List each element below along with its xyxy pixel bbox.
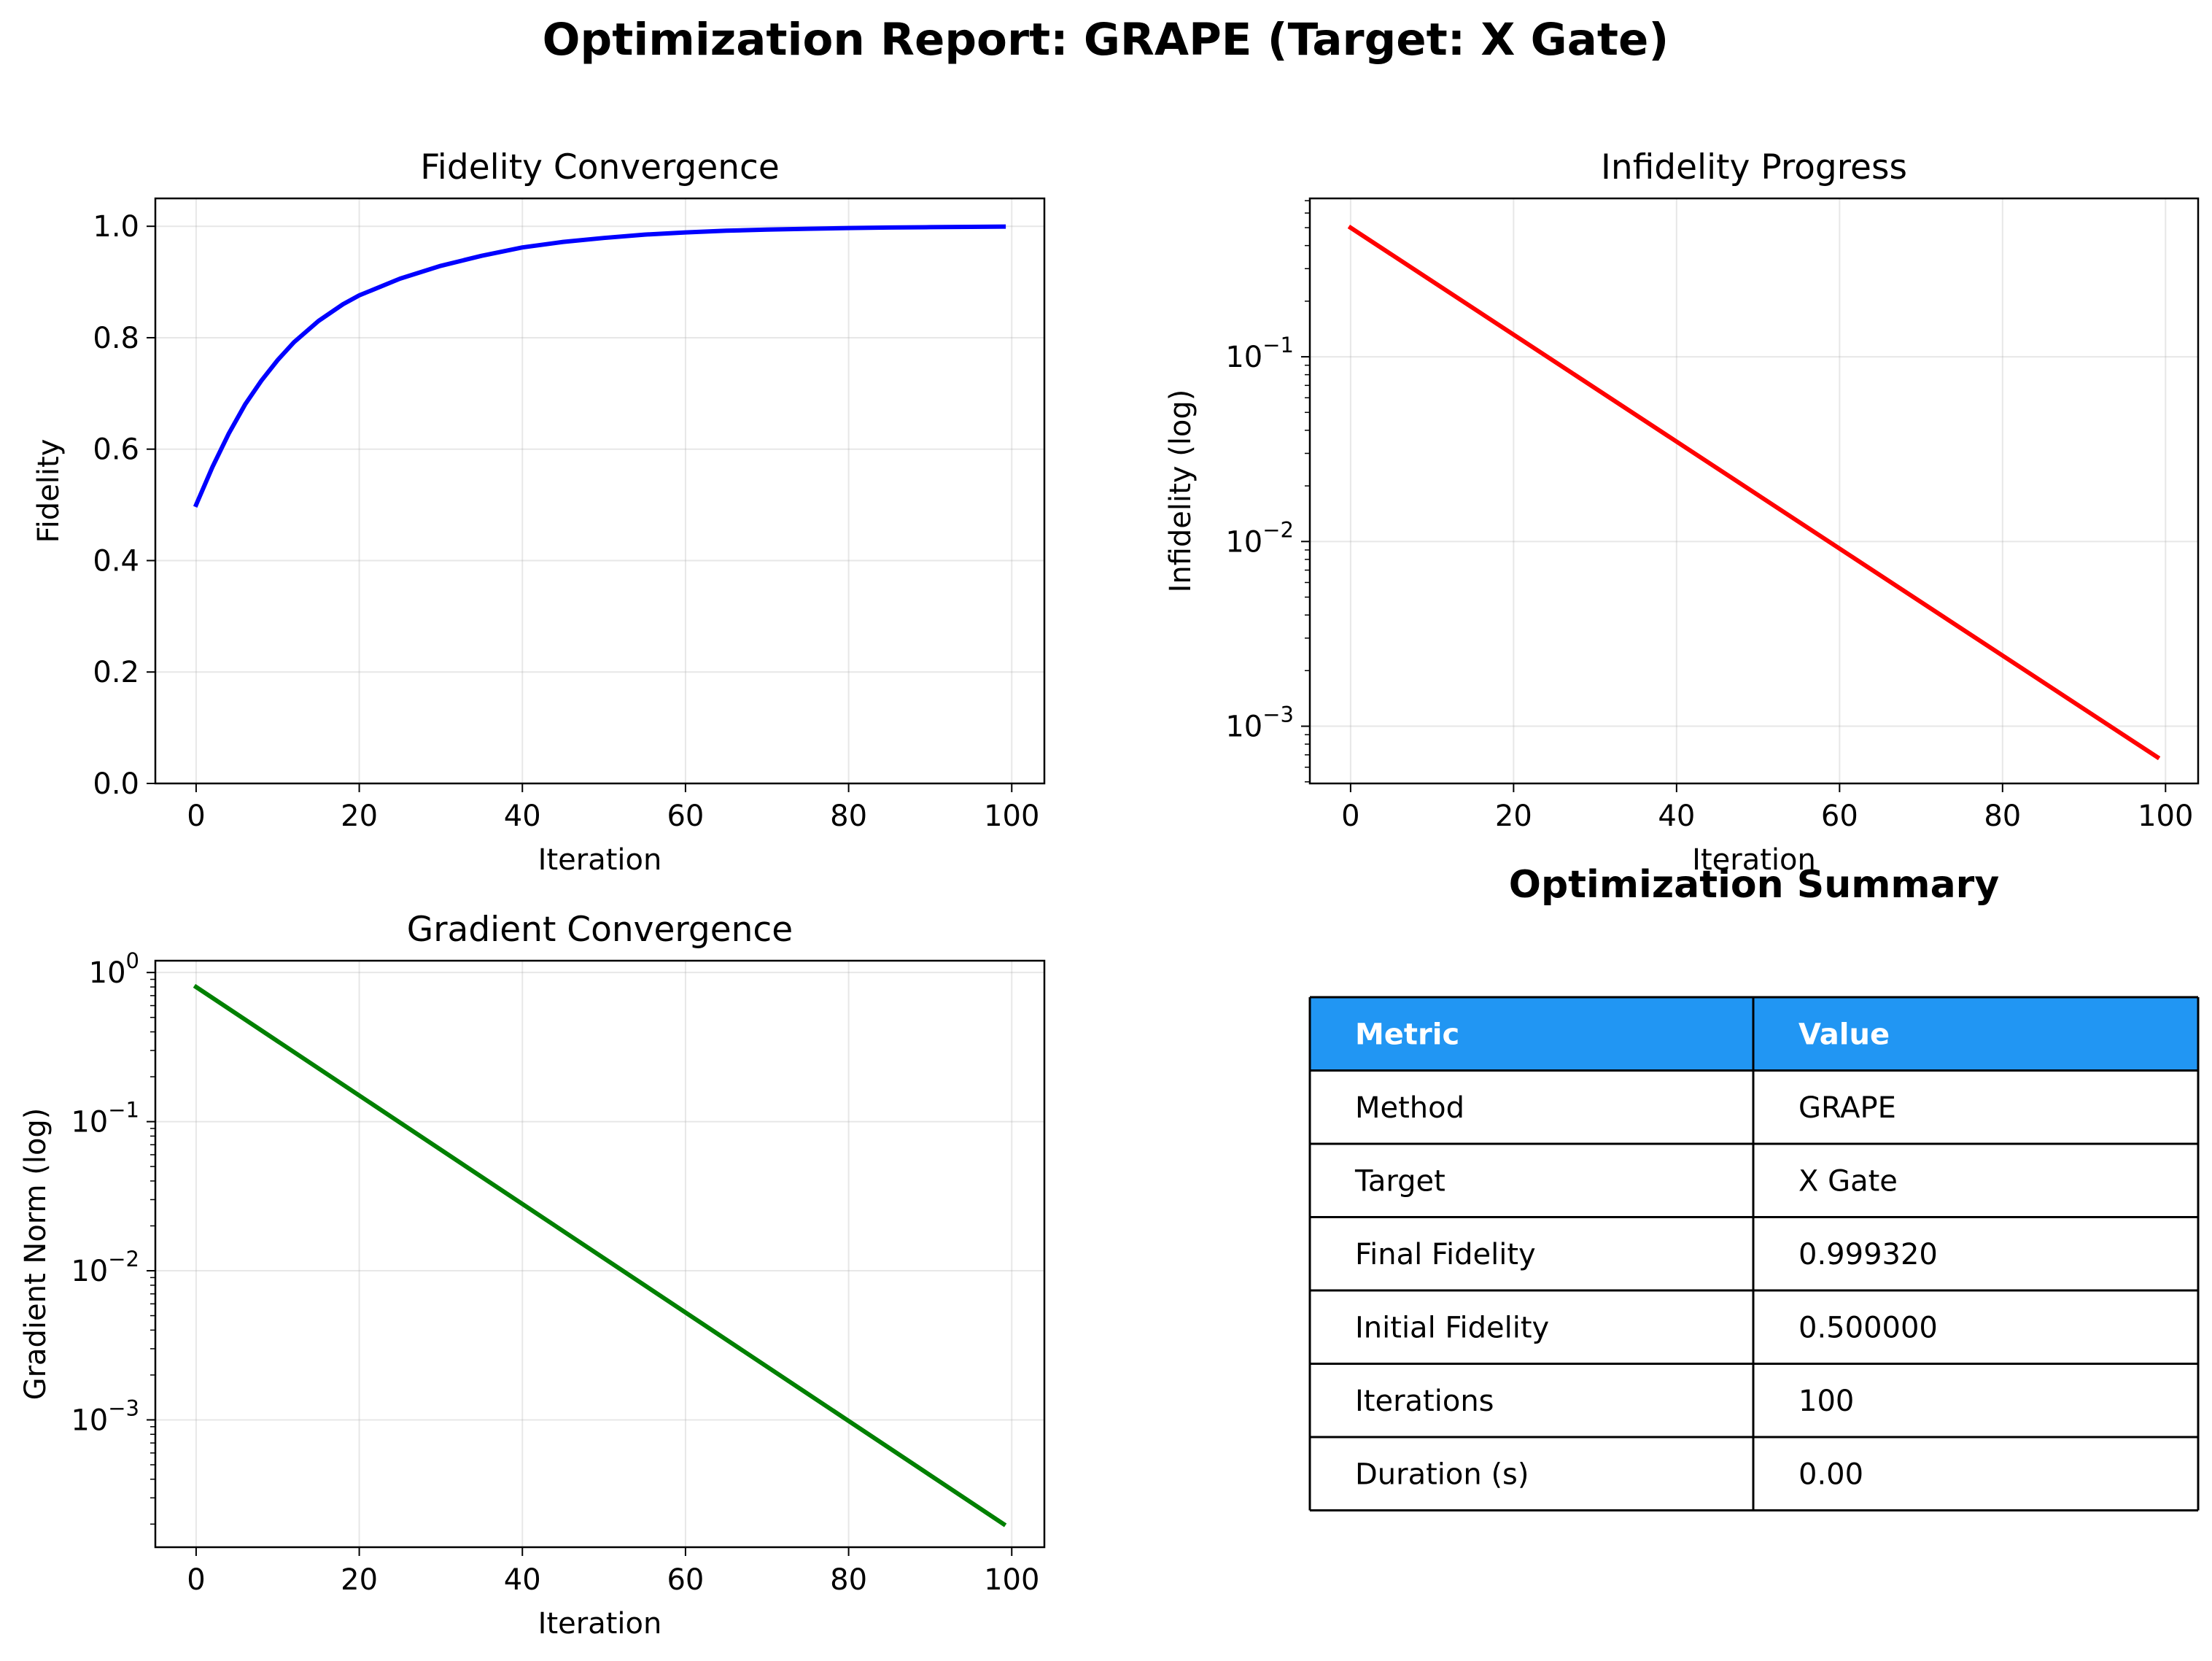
y-tick-label: 10−1 (1225, 333, 1294, 374)
table-cell: 0.999320 (1798, 1238, 1938, 1271)
series-line (1347, 224, 2161, 761)
x-tick-label: 20 (1495, 799, 1532, 833)
x-tick-label: 80 (830, 799, 867, 833)
figure-title: Optimization Report: GRAPE (Target: X Ga… (543, 14, 1669, 66)
y-tick-base: 10 (71, 1255, 108, 1288)
y-axis-label: Gradient Norm (log) (19, 1108, 53, 1401)
table-header-cell: Value (1798, 1018, 1890, 1051)
table-cell: 100 (1798, 1385, 1854, 1418)
x-tick-label: 40 (1658, 799, 1695, 833)
x-axis-label: Iteration (1692, 843, 1816, 877)
x-tick-label: 100 (984, 799, 1039, 833)
y-tick-base: 10 (89, 956, 126, 990)
series-line (193, 224, 1006, 508)
axes-frame (1308, 197, 2200, 785)
y-tick-label: 10−2 (1225, 517, 1294, 559)
x-tick-label: 20 (341, 799, 378, 833)
table-cell: GRAPE (1798, 1091, 1896, 1125)
y-tick-label: 0.6 (93, 433, 139, 467)
x-tick-label: 20 (341, 1563, 378, 1597)
y-tick-exponent: −1 (108, 1098, 139, 1123)
chart-title: Fidelity Convergence (420, 147, 780, 187)
table-cell: 0.500000 (1798, 1311, 1938, 1344)
table-title: Optimization Summary (1509, 863, 1999, 907)
y-tick-label: 0.8 (93, 322, 139, 355)
x-tick-label: 60 (667, 1563, 704, 1597)
x-tick-label: 80 (1984, 799, 2021, 833)
chart-title: Infidelity Progress (1601, 147, 1907, 187)
table-header-cell: Metric (1355, 1018, 1459, 1051)
y-tick-exponent: −1 (1262, 333, 1294, 357)
y-axis-label: Infidelity (log) (1164, 390, 1198, 593)
axes-frame (154, 959, 1046, 1549)
x-tick-label: 40 (504, 1563, 541, 1597)
x-tick-label: 100 (2138, 799, 2193, 833)
chart-title: Gradient Convergence (407, 910, 793, 950)
x-axis-label: Iteration (538, 1607, 662, 1641)
y-tick-exponent: −2 (1262, 517, 1294, 542)
y-tick-label: 10−3 (71, 1395, 139, 1437)
y-axis-label: Fidelity (32, 439, 66, 543)
x-tick-label: 0 (187, 799, 205, 833)
table-cell: Duration (s) (1355, 1457, 1529, 1491)
y-tick-label: 1.0 (93, 210, 139, 244)
table-cell: Initial Fidelity (1355, 1311, 1549, 1344)
y-tick-base: 10 (1225, 525, 1262, 559)
axes-frame (154, 197, 1046, 785)
y-tick-base: 10 (71, 1106, 108, 1139)
y-tick-label: 0.0 (93, 767, 139, 801)
x-tick-label: 60 (1821, 799, 1858, 833)
y-tick-exponent: −2 (108, 1247, 139, 1271)
x-axis-label: Iteration (538, 843, 662, 877)
table-cell: X Gate (1798, 1164, 1898, 1198)
y-tick-label: 0.2 (93, 656, 139, 689)
x-tick-label: 40 (504, 799, 541, 833)
y-tick-label: 100 (89, 948, 139, 990)
table-cell: 0.00 (1798, 1457, 1863, 1491)
y-tick-exponent: −3 (108, 1395, 139, 1420)
x-tick-label: 60 (667, 799, 704, 833)
x-tick-label: 0 (1341, 799, 1359, 833)
y-tick-exponent: −3 (1262, 702, 1294, 727)
y-tick-exponent: 0 (126, 948, 139, 973)
x-tick-label: 80 (830, 1563, 867, 1597)
table-cell: Iterations (1355, 1385, 1494, 1418)
summary-table: Optimization Summary Metric Value Method GRA… (1308, 863, 2200, 1511)
table-cell: Target (1354, 1164, 1445, 1198)
y-tick-label: 0.4 (93, 544, 139, 578)
x-tick-label: 100 (984, 1563, 1039, 1597)
y-tick-base: 10 (71, 1403, 108, 1437)
table-cell: Method (1355, 1091, 1464, 1125)
y-tick-label: 10−1 (71, 1098, 139, 1139)
x-tick-label: 0 (187, 1563, 205, 1597)
y-tick-base: 10 (1225, 341, 1262, 374)
y-tick-label: 10−3 (1225, 702, 1294, 744)
y-tick-label: 10−2 (71, 1247, 139, 1288)
series-line (193, 983, 1007, 1528)
table-cell: Final Fidelity (1355, 1238, 1536, 1271)
y-tick-base: 10 (1225, 711, 1262, 744)
chart-panel-1: 0 20 40 60 80 100 0.0 0.2 0.4 0.6 0.8 1.0 Fidelity C… (32, 147, 1046, 877)
